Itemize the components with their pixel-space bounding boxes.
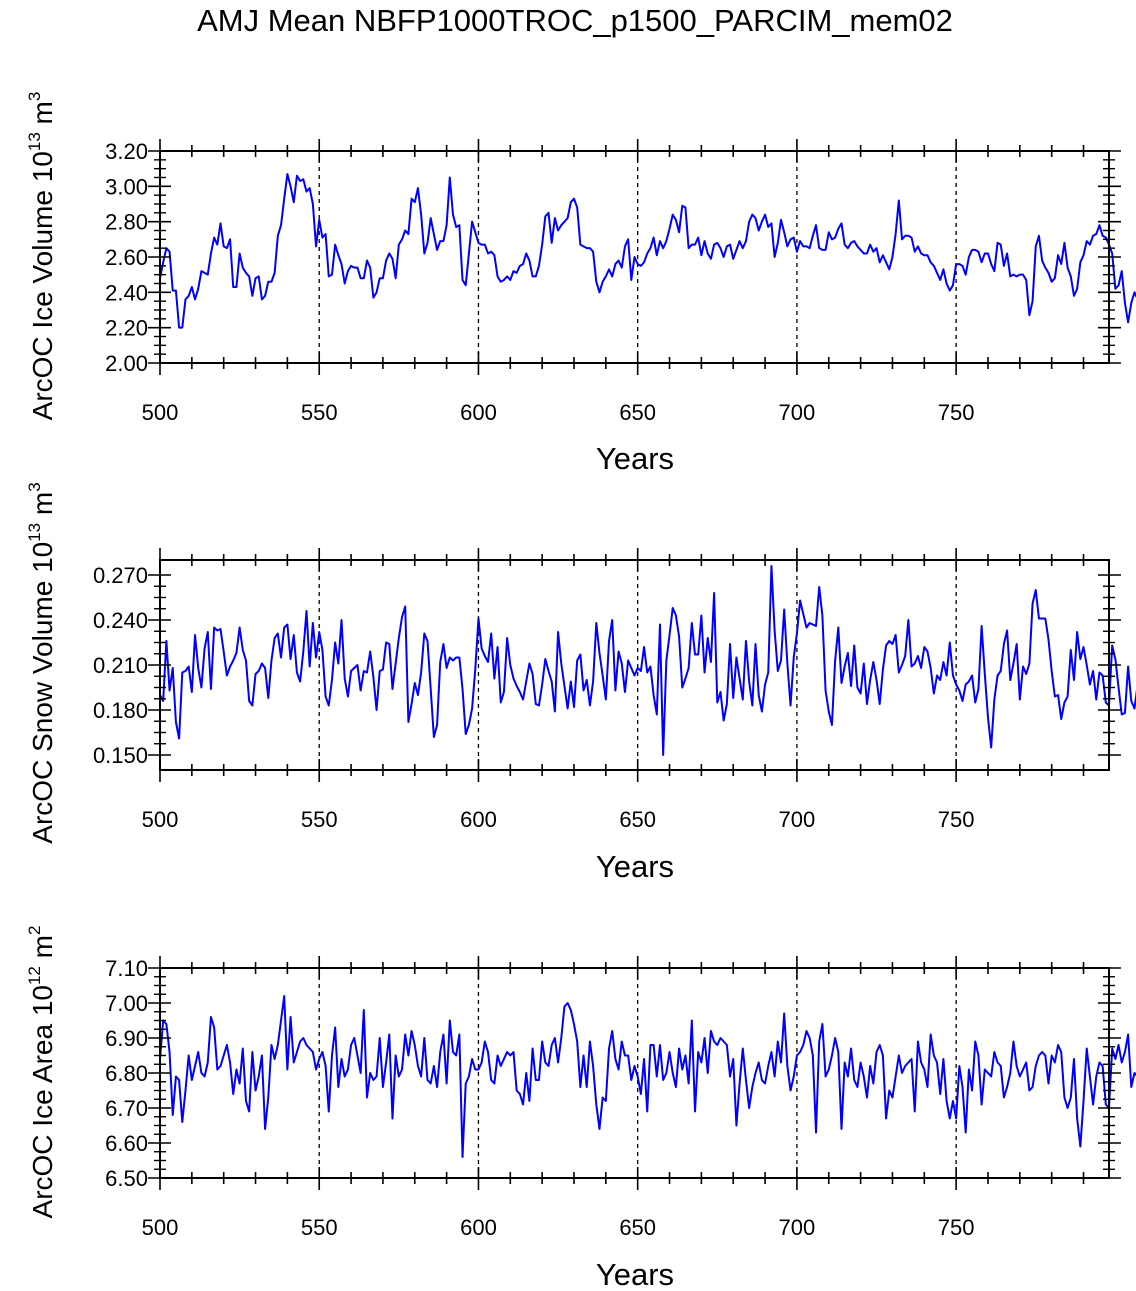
ice-volume-xtick-label: 550: [301, 400, 338, 425]
ice-volume-xlabel: Years: [596, 441, 674, 476]
ice-volume-ytick-label: 3.00: [105, 174, 148, 199]
snow-volume-xtick-label: 650: [619, 807, 656, 832]
ice-volume-ytick-label: 2.20: [105, 316, 148, 341]
ice-volume-ytick-label: 2.80: [105, 210, 148, 235]
ice-volume-ytick-label: 2.40: [105, 280, 148, 305]
snow-volume-ytick-label: 0.150: [93, 743, 148, 768]
ice-area-ytick-label: 6.70: [105, 1096, 148, 1121]
snow-volume-ytick-label: 0.270: [93, 563, 148, 588]
ice-volume-xtick-label: 500: [142, 400, 179, 425]
ice-area-ylabel-unit: m: [27, 935, 58, 966]
ice-volume-ytick-label: 2.00: [105, 351, 148, 376]
snow-volume-xlabel: Years: [596, 849, 674, 884]
snow-volume-xtick-label: 500: [142, 807, 179, 832]
ice-area-xlabel: Years: [596, 1257, 674, 1291]
ice-area-ylabel-unit-exp: 2: [25, 926, 44, 935]
snow-volume-ytick-label: 0.240: [93, 608, 148, 633]
snow-volume-ylabel-unit-exp: 3: [25, 482, 44, 491]
ice-area-ylabel: ArcOC Ice Area 1012 m2: [25, 926, 58, 1219]
ice-area-ylabel-exp: 12: [25, 966, 44, 985]
ice-area-ylabel-main: ArcOC Ice Area 10: [27, 985, 58, 1218]
ice-area-xtick-label: 700: [779, 1215, 816, 1240]
ice-area-ytick-label: 6.50: [105, 1166, 148, 1191]
snow-volume-ylabel-unit: m: [27, 492, 58, 523]
ice-volume-ylabel-unit: m: [27, 101, 58, 132]
ice-volume-ytick-label: 2.60: [105, 245, 148, 270]
ice-area-series-line-0: [159, 995, 1136, 1158]
ice-volume-panel: ArcOC Ice Volume 1013 m3 Years 500 550 600…: [25, 92, 1136, 476]
snow-volume-ytick-label: 0.180: [93, 698, 148, 723]
snow-volume-xtick-label: 600: [460, 807, 497, 832]
ice-area-xtick-label: 650: [619, 1215, 656, 1240]
ice-area-xtick-label: 500: [142, 1215, 179, 1240]
ice-volume-ylabel-exp: 13: [25, 132, 44, 151]
ice-area-panel: ArcOC Ice Area 1012 m2 Years 500 550 600 65…: [25, 926, 1136, 1291]
ice-area-xtick-label: 600: [460, 1215, 497, 1240]
ice-area-xtick-label: 750: [938, 1215, 975, 1240]
ice-area-xtick-label: 550: [301, 1215, 338, 1240]
snow-volume-ytick-label: 0.210: [93, 653, 148, 678]
ice-area-ytick-label: 7.10: [105, 956, 148, 981]
ice-volume-xtick-label: 600: [460, 400, 497, 425]
ice-area-ytick-label: 6.60: [105, 1131, 148, 1156]
ice-volume-series-line-0: [159, 172, 1136, 329]
snow-volume-series-line-0: [159, 565, 1136, 756]
ice-volume-xtick-label: 700: [779, 400, 816, 425]
ice-area-ytick-label: 6.80: [105, 1061, 148, 1086]
ice-volume-ylabel-unit-exp: 3: [25, 92, 44, 101]
snow-volume-xtick-label: 550: [301, 807, 338, 832]
ice-area-ytick-label: 7.00: [105, 991, 148, 1016]
snow-volume-ylabel: ArcOC Snow Volume 1013 m3: [25, 482, 58, 843]
snow-volume-panel: ArcOC Snow Volume 1013 m3 Years 500 550 60…: [25, 482, 1136, 884]
snow-volume-ylabel-main: ArcOC Snow Volume 10: [27, 542, 58, 844]
ice-volume-ytick-label: 3.20: [105, 139, 148, 164]
ice-volume-xtick-label: 650: [619, 400, 656, 425]
ice-volume-ylabel-main: ArcOC Ice Volume 10: [27, 151, 58, 420]
ice-area-plot-frame: [159, 967, 1110, 1179]
ice-volume-xtick-label: 750: [938, 400, 975, 425]
snow-volume-xtick-label: 750: [938, 807, 975, 832]
snow-volume-xtick-label: 700: [779, 807, 816, 832]
figure-title: AMJ Mean NBFP1000TROC_p1500_PARCIM_mem02: [197, 3, 953, 38]
snow-volume-ylabel-exp: 13: [25, 523, 44, 542]
ice-volume-ylabel: ArcOC Ice Volume 1013 m3: [25, 92, 58, 421]
ice-area-ytick-label: 6.90: [105, 1026, 148, 1051]
